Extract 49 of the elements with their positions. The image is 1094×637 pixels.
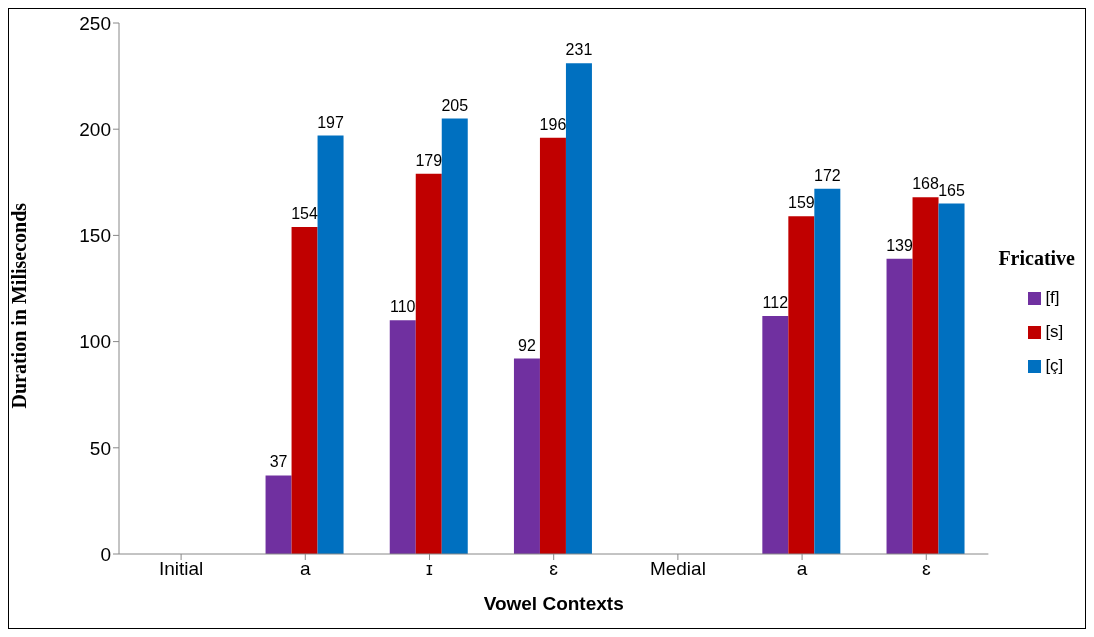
data-label: 168 bbox=[912, 175, 939, 193]
data-label: 37 bbox=[269, 453, 288, 471]
y-tick-label: 250 bbox=[79, 12, 111, 34]
data-label: 159 bbox=[787, 194, 815, 212]
bar bbox=[317, 135, 344, 554]
bar bbox=[886, 258, 913, 554]
bar bbox=[441, 118, 468, 554]
y-tick-label: 0 bbox=[100, 543, 111, 565]
x-tick-label: a bbox=[300, 558, 312, 580]
data-label: 179 bbox=[415, 151, 443, 169]
x-tick-label: a bbox=[796, 558, 808, 580]
bar bbox=[291, 226, 318, 554]
legend-label: [s] bbox=[1045, 322, 1064, 342]
x-tick-label: Initial bbox=[158, 558, 204, 580]
legend-label: [ç] bbox=[1045, 356, 1064, 376]
x-tick-label: ɛ bbox=[921, 558, 931, 580]
data-label: 92 bbox=[518, 336, 536, 354]
bar bbox=[565, 63, 592, 554]
data-label: 112 bbox=[762, 294, 789, 312]
y-axis-title: Duration in Miliseconds bbox=[8, 202, 31, 409]
bar bbox=[814, 188, 841, 554]
data-label: 197 bbox=[317, 113, 344, 131]
x-tick-label: ɛ bbox=[549, 558, 559, 580]
x-tick-label: ɪ bbox=[426, 558, 434, 580]
data-label: 139 bbox=[886, 236, 913, 254]
data-label: 172 bbox=[813, 166, 841, 184]
data-label: 205 bbox=[441, 96, 469, 114]
y-tick-label: 200 bbox=[79, 118, 111, 140]
y-tick-label: 100 bbox=[79, 331, 111, 353]
bar bbox=[912, 197, 939, 554]
bar bbox=[539, 137, 566, 554]
bar bbox=[938, 203, 965, 554]
y-tick-label: 150 bbox=[79, 225, 111, 247]
x-tick-label: Medial bbox=[649, 558, 706, 580]
bar bbox=[788, 216, 815, 554]
bar bbox=[415, 173, 442, 554]
x-axis-title: Vowel Contexts bbox=[483, 593, 624, 614]
data-label: 154 bbox=[291, 204, 318, 222]
bar bbox=[762, 316, 789, 554]
data-label: 110 bbox=[389, 298, 416, 316]
legend-title: Fricative bbox=[998, 247, 1075, 270]
data-label: 165 bbox=[938, 181, 965, 199]
legend-label: [f] bbox=[1045, 288, 1060, 308]
data-label: 196 bbox=[539, 115, 567, 133]
data-label: 231 bbox=[565, 41, 593, 59]
y-tick-label: 50 bbox=[89, 437, 111, 459]
bar bbox=[265, 475, 292, 554]
bar bbox=[513, 358, 540, 554]
bar bbox=[389, 320, 416, 554]
